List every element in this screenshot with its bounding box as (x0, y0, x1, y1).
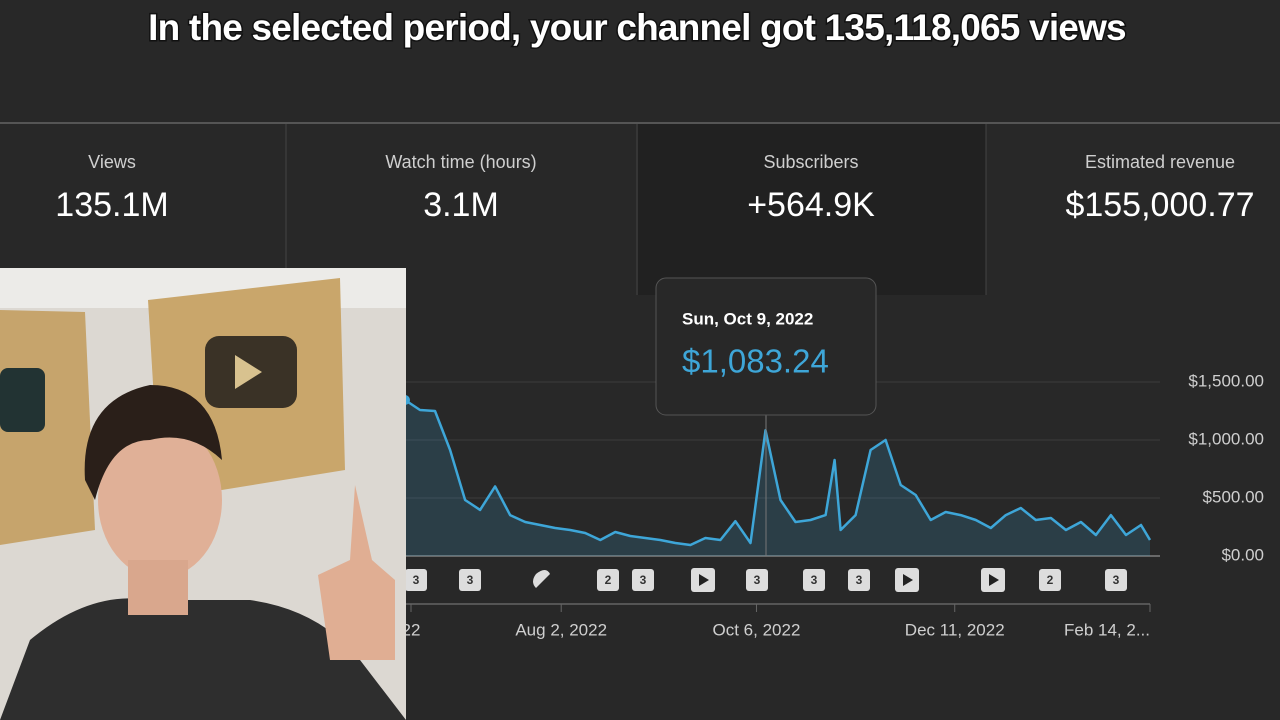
cards: Views 135.1M Watch time (hours) 3.1M Subscri… (55, 152, 1254, 224)
card-label: Estimated revenue (1085, 152, 1235, 172)
x-tick-label: 22 (402, 620, 421, 639)
card-value: 3.1M (423, 186, 499, 224)
card-label: Watch time (hours) (385, 152, 536, 172)
marker-badge (803, 569, 825, 591)
marker-label: 3 (754, 573, 761, 587)
marker-badge (746, 569, 768, 591)
hand (318, 485, 395, 660)
card-value: $155,000.77 (1065, 186, 1254, 224)
play-icon (235, 355, 262, 389)
card-label: Subscribers (763, 152, 858, 172)
marker-badge (1105, 569, 1127, 591)
play-button (0, 368, 45, 432)
tooltip-value: $1,083.24 (682, 343, 829, 380)
marker-label: 2 (605, 573, 612, 587)
marker-label: 3 (811, 573, 818, 587)
face (98, 422, 222, 578)
marker-label: 3 (640, 573, 647, 587)
tooltip-date: Sun, Oct 9, 2022 (682, 309, 813, 328)
shorts-icon (533, 570, 550, 588)
marker-label: 3 (467, 573, 474, 587)
card-label: Views (88, 152, 136, 172)
marker-label: 3 (1113, 573, 1120, 587)
hair (84, 385, 223, 500)
marker-badge (1039, 569, 1061, 591)
x-tick-label: Dec 11, 2022 (905, 620, 1005, 639)
play-icon (699, 574, 709, 586)
card-value: +564.9K (747, 186, 875, 224)
shirt (0, 598, 406, 720)
marker-label: 3 (413, 573, 420, 587)
y-tick-label: $0.00 (1221, 545, 1264, 564)
x-tick-label: Aug 2, 2022 (515, 620, 607, 639)
marker-badge (848, 569, 870, 591)
y-tick-label: $1,500.00 (1188, 371, 1264, 390)
play-icon (989, 574, 999, 586)
marker-badge (459, 569, 481, 591)
marker-label: 3 (856, 573, 863, 587)
y-tick-label: $1,000.00 (1188, 429, 1264, 448)
marker-badge (405, 569, 427, 591)
marker-badge (597, 569, 619, 591)
photo (0, 268, 406, 720)
card-selected[interactable] (638, 124, 986, 295)
neck (128, 560, 188, 615)
x-tick-label: Oct 6, 2022 (713, 620, 801, 639)
tooltip (655, 277, 877, 416)
y-tick-label: $500.00 (1203, 487, 1264, 506)
marker-label: 2 (1047, 573, 1054, 587)
marker-badge (632, 569, 654, 591)
headline: In the selected period, your channel got… (148, 7, 1126, 48)
x-tick-label: Feb 14, 2... (1064, 620, 1150, 639)
play-icon (903, 574, 913, 586)
card-value: 135.1M (55, 186, 168, 224)
line (404, 398, 1152, 547)
